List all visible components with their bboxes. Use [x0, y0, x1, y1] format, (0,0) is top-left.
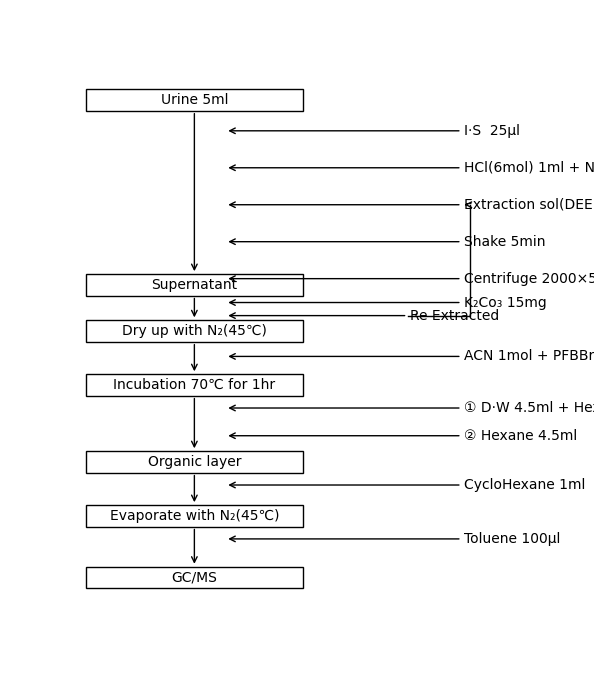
Text: ① D·W 4.5ml + Hexane 4.5ml: ① D·W 4.5ml + Hexane 4.5ml — [464, 401, 594, 415]
Text: K₂Co₃ 15mg: K₂Co₃ 15mg — [464, 295, 547, 310]
Text: GC/MS: GC/MS — [172, 571, 217, 584]
Text: Toluene 100μl: Toluene 100μl — [464, 532, 561, 546]
Bar — [86, 505, 303, 526]
Bar — [86, 451, 303, 472]
Text: Organic layer: Organic layer — [148, 455, 241, 469]
Text: ② Hexane 4.5ml: ② Hexane 4.5ml — [464, 429, 577, 443]
Text: Evaporate with N₂(45℃): Evaporate with N₂(45℃) — [110, 509, 279, 523]
Text: Shake 5min: Shake 5min — [464, 235, 545, 249]
Text: Extraction sol(DEE:ACN=1:1,  v/v): Extraction sol(DEE:ACN=1:1, v/v) — [464, 198, 594, 212]
Text: HCl(6mol) 1ml + NaCl 5g + Na₂So₄ 50mg: HCl(6mol) 1ml + NaCl 5g + Na₂So₄ 50mg — [464, 161, 594, 175]
Text: Supernatant: Supernatant — [151, 278, 238, 292]
Bar — [86, 274, 303, 295]
Bar — [86, 374, 303, 396]
Bar — [86, 567, 303, 588]
Text: Incubation 70℃ for 1hr: Incubation 70℃ for 1hr — [113, 378, 276, 392]
Text: I·S  25μl: I·S 25μl — [464, 124, 520, 138]
Text: Dry up with N₂(45℃): Dry up with N₂(45℃) — [122, 324, 267, 338]
Text: ACN 1mol + PFBBr 50μl + K₂CO₃ 15mg: ACN 1mol + PFBBr 50μl + K₂CO₃ 15mg — [464, 349, 594, 363]
Text: Re Extracted: Re Extracted — [410, 309, 499, 322]
Text: Centrifuge 2000×5: Centrifuge 2000×5 — [464, 272, 594, 285]
Bar — [86, 320, 303, 342]
Bar — [86, 90, 303, 111]
Text: Urine 5ml: Urine 5ml — [160, 93, 228, 107]
Text: CycloHexane 1ml: CycloHexane 1ml — [464, 478, 586, 492]
